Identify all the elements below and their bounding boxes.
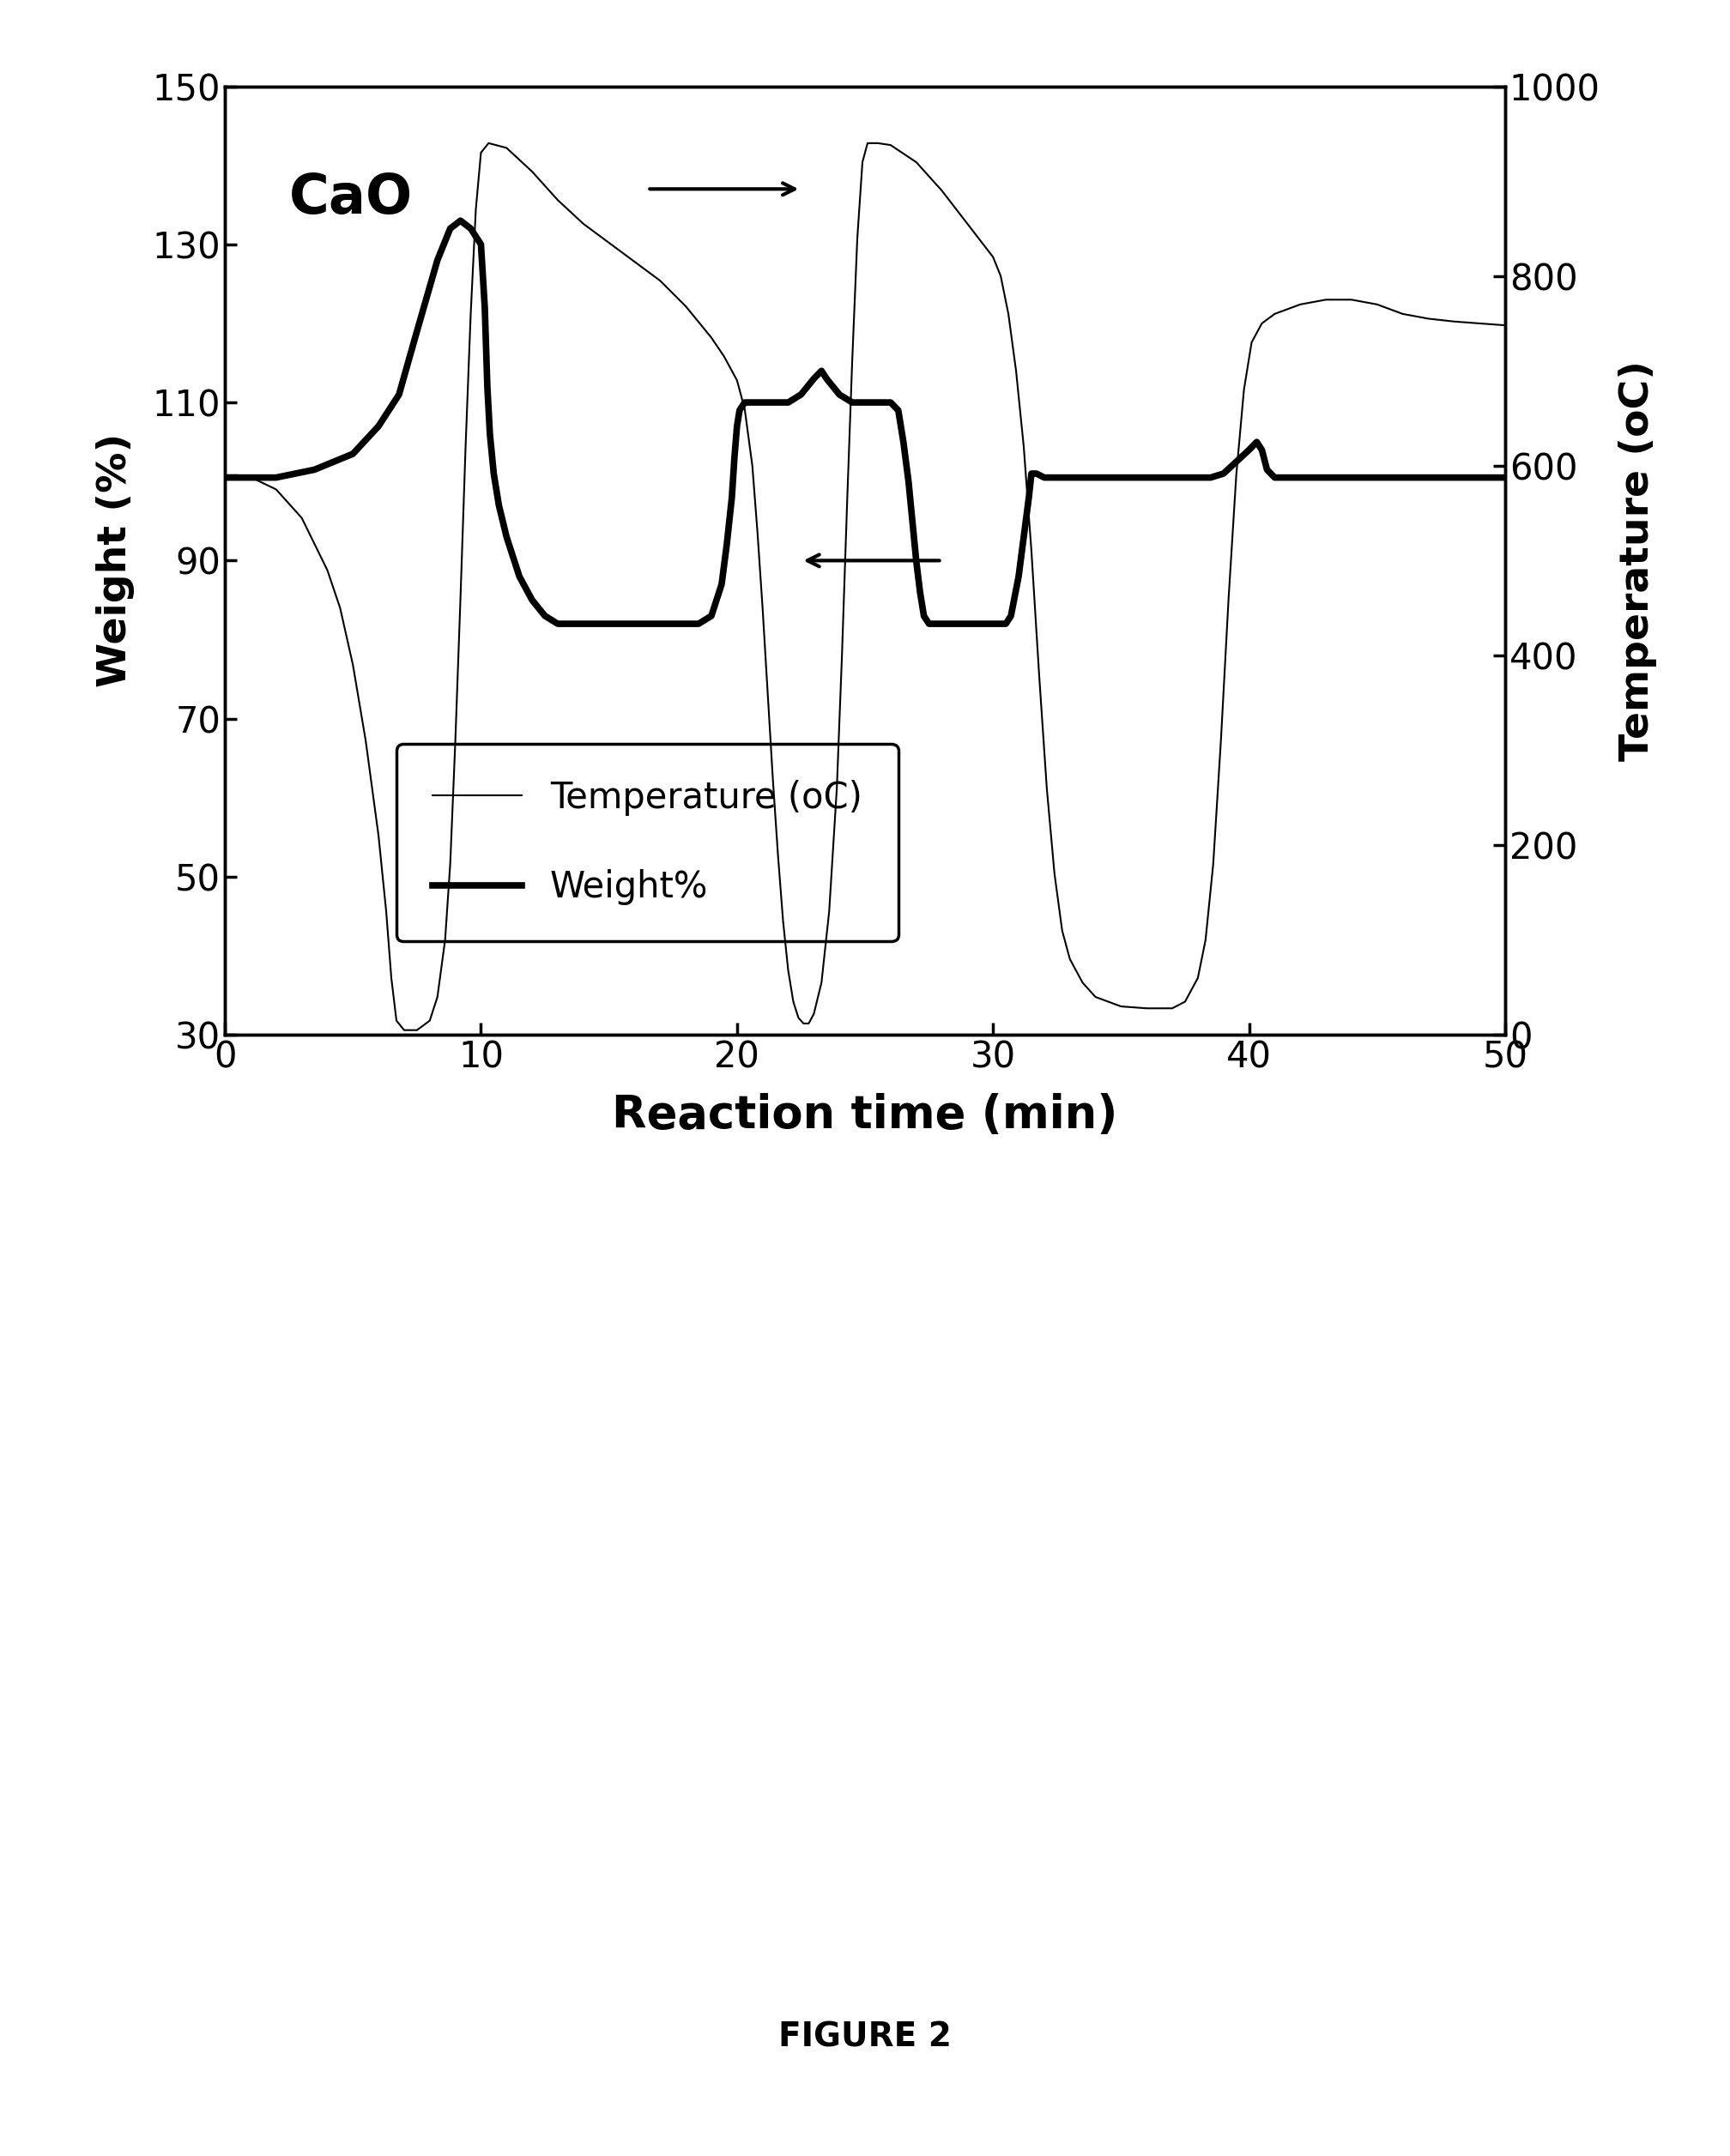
Y-axis label: Temperature (oC): Temperature (oC) [1618, 360, 1657, 761]
Legend: Temperature (oC), Weight%: Temperature (oC), Weight% [396, 744, 898, 942]
Y-axis label: Weight (%): Weight (%) [95, 433, 135, 688]
Text: CaO: CaO [289, 172, 413, 224]
Text: FIGURE 2: FIGURE 2 [778, 2020, 952, 2055]
X-axis label: Reaction time (min): Reaction time (min) [612, 1093, 1118, 1138]
